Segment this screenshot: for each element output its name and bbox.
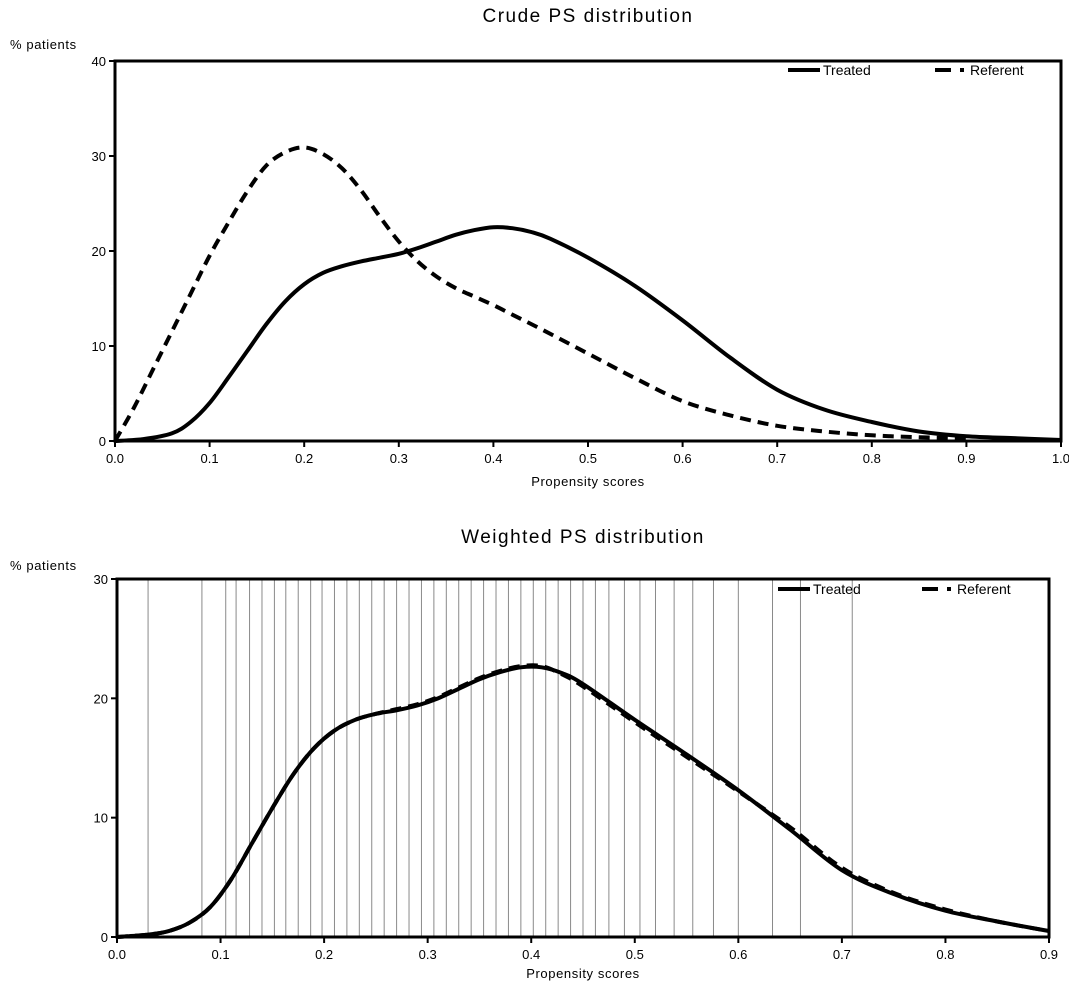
x-tick-label: 0.2	[315, 947, 333, 962]
legend-label-treated: Treated	[813, 581, 861, 597]
y-tick-label: 0	[101, 930, 108, 945]
x-tick-label: 0.4	[522, 947, 540, 962]
x-tick-label: 0.6	[674, 451, 692, 466]
y-tick-label: 10	[94, 811, 108, 826]
x-tick-label: 0.5	[579, 451, 597, 466]
x-tick-label: 0.3	[390, 451, 408, 466]
x-axis-label: Propensity scores	[531, 474, 645, 489]
legend-label-referent: Referent	[957, 581, 1011, 597]
plot-frame	[115, 61, 1061, 441]
chart-panel-2: Weighted PS distribution % patients Propen…	[10, 527, 1058, 981]
legend-label-treated: Treated	[823, 62, 871, 78]
y-axis-label: % patients	[10, 37, 77, 52]
x-tick-label: 0.9	[1040, 947, 1058, 962]
y-tick-label: 40	[92, 54, 106, 69]
y-tick-label: 30	[94, 572, 108, 587]
x-tick-label: 0.4	[484, 451, 502, 466]
series-line-treated	[115, 227, 1061, 441]
x-tick-label: 0.0	[108, 947, 126, 962]
x-tick-label: 0.8	[863, 451, 881, 466]
x-tick-label: 0.7	[768, 451, 786, 466]
x-tick-label: 1.0	[1052, 451, 1069, 466]
x-tick-label: 0.8	[936, 947, 954, 962]
x-axis-label: Propensity scores	[526, 966, 640, 981]
legend-label-referent: Referent	[970, 62, 1024, 78]
y-tick-label: 0	[99, 434, 106, 449]
x-tick-label: 0.0	[106, 451, 124, 466]
x-tick-label: 0.1	[201, 451, 219, 466]
x-tick-label: 0.3	[419, 947, 437, 962]
y-tick-label: 30	[92, 149, 106, 164]
chart-title: Crude PS distribution	[482, 6, 693, 27]
legend: Treated Referent	[778, 581, 1011, 597]
x-tick-label: 0.5	[626, 947, 644, 962]
series-line-referent	[115, 147, 966, 441]
x-tick-label: 0.2	[295, 451, 313, 466]
legend: Treated Referent	[788, 62, 1024, 78]
y-tick-label: 20	[92, 244, 106, 259]
x-tick-label: 0.9	[957, 451, 975, 466]
chart-panel-1: Crude PS distribution % patients Propensit…	[10, 6, 1069, 489]
y-axis-label: % patients	[10, 558, 77, 573]
chart-title: Weighted PS distribution	[461, 527, 705, 548]
y-tick-label: 10	[92, 339, 106, 354]
x-tick-label: 0.1	[212, 947, 230, 962]
x-tick-label: 0.6	[729, 947, 747, 962]
x-tick-label: 0.7	[833, 947, 851, 962]
y-tick-label: 20	[94, 691, 108, 706]
